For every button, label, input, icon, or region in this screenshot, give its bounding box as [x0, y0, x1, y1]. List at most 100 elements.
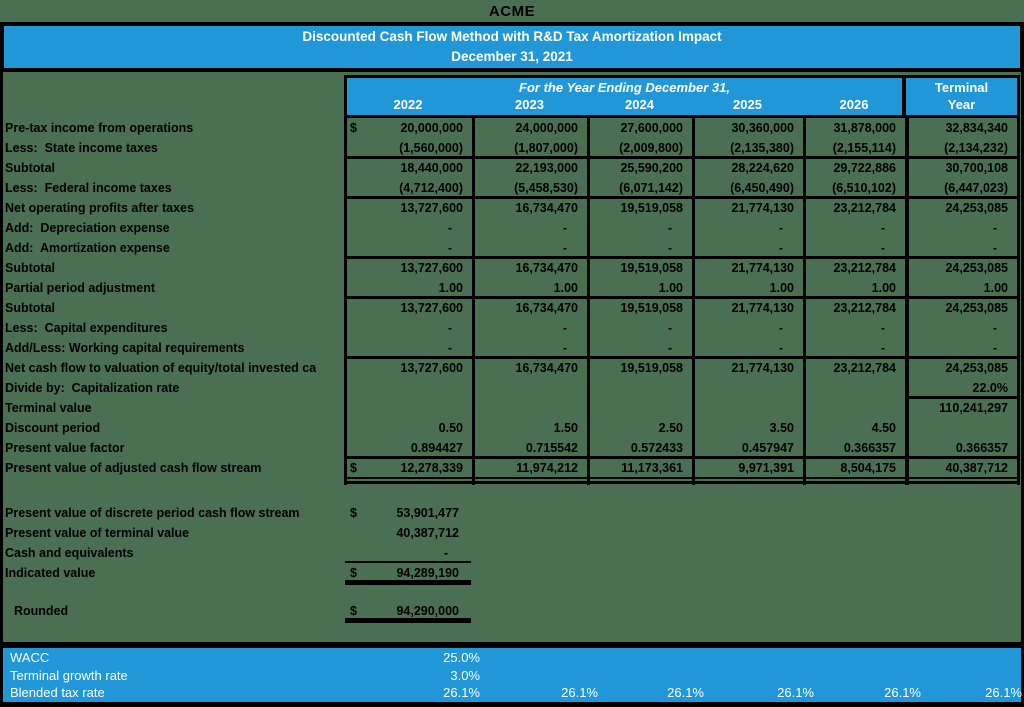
- data-cell: 13,727,600: [400, 361, 463, 375]
- data-cell: (6,071,142): [619, 181, 683, 195]
- data-cell: 1.50: [553, 421, 578, 435]
- row-rule: [344, 256, 1020, 259]
- year-span-header: For the Year Ending December 31,: [519, 80, 730, 95]
- data-cell: 0.366357: [843, 441, 896, 455]
- dollar-sign: $: [350, 461, 357, 475]
- row-rule: [344, 456, 1020, 459]
- data-cell: 40,387,712: [945, 461, 1008, 475]
- data-cell: 30,360,000: [731, 121, 794, 135]
- data-cell: -: [562, 221, 567, 235]
- row-label: Less: Capital expenditures: [5, 321, 168, 335]
- data-cell: 11,173,361: [621, 461, 683, 475]
- row-label: Pre-tax income from operations: [5, 121, 194, 135]
- data-cell: 0.366357: [955, 441, 1008, 455]
- row-label: Present value of adjusted cash flow stre…: [5, 461, 262, 475]
- row-label: Less: Federal income taxes: [5, 181, 172, 195]
- data-cell: 16,734,470: [515, 361, 578, 375]
- data-cell: -: [562, 341, 567, 355]
- table-row: Net cash flow to valuation of equity/tot…: [0, 358, 1024, 378]
- data-cell: 22,193,000: [515, 161, 578, 175]
- data-cell: 32,834,340: [945, 121, 1008, 135]
- column-divider: [803, 118, 806, 485]
- summary-total-rule: [345, 618, 471, 623]
- data-cell: 1.00: [871, 281, 896, 295]
- data-cell: -: [447, 241, 452, 255]
- data-cell: -: [880, 221, 885, 235]
- row-rule: [344, 356, 1020, 359]
- data-cell: 18,440,000: [400, 161, 463, 175]
- column-header-2025: 2025: [733, 97, 762, 112]
- data-cell: 11,974,212: [516, 461, 578, 475]
- column-divider: [472, 118, 475, 485]
- data-cell: 30,700,108: [945, 161, 1008, 175]
- data-cell: -: [992, 341, 997, 355]
- data-cell: -: [447, 321, 452, 335]
- summary-row: Rounded $94,290,000: [0, 601, 1024, 621]
- dollar-sign: $: [350, 566, 357, 580]
- data-cell: 27,600,000: [620, 121, 683, 135]
- row-label: Cash and equivalents: [5, 546, 134, 560]
- table-bottom-rule: [344, 477, 1020, 479]
- row-label: Add: Amortization expense: [5, 241, 170, 255]
- data-cell: -: [778, 221, 783, 235]
- row-label: Present value of terminal value: [5, 526, 190, 540]
- data-cell: -: [667, 241, 672, 255]
- table-row: Present value factor 0.894427 0.715542 0.57…: [0, 438, 1024, 458]
- column-divider: [692, 118, 695, 485]
- table-row: Subtotal 13,727,600 16,734,470 19,519,058 21…: [0, 298, 1024, 318]
- data-cell: (2,009,800): [619, 141, 683, 155]
- column-header-2023: 2023: [515, 97, 544, 112]
- data-cell: -: [447, 341, 452, 355]
- data-cell: (6,510,102): [832, 181, 896, 195]
- column-divider: [344, 118, 347, 485]
- table-row: Present value of adjusted cash flow stre…: [0, 458, 1024, 478]
- row-label: Partial period adjustment: [5, 281, 156, 295]
- data-cell: 0.715542: [525, 441, 578, 455]
- data-cell: -: [778, 321, 783, 335]
- table-row: Less: State income taxes (1,560,000) (1,80…: [0, 138, 1024, 158]
- row-label: Indicated value: [5, 566, 96, 580]
- data-cell: 22.0%: [972, 381, 1008, 395]
- summary-value: 94,290,000: [396, 604, 459, 618]
- summary-row: Present value of discrete period cash fl…: [0, 503, 1024, 523]
- data-cell: -: [880, 321, 885, 335]
- data-cell: 13,727,600: [400, 261, 463, 275]
- summary-value: -: [443, 546, 448, 560]
- schedule-title-bar: [4, 26, 1020, 68]
- table-row: Discount period 0.50 1.50 2.50 3.50 4.50: [0, 418, 1024, 438]
- row-label: Less: State income taxes: [5, 141, 158, 155]
- row-label: Subtotal: [5, 261, 55, 275]
- table-row: Subtotal 13,727,600 16,734,470 19,519,058 21…: [0, 258, 1024, 278]
- row-label: Rounded: [14, 604, 69, 618]
- schedule-title: Discounted Cash Flow Method with R&D Tax…: [302, 29, 722, 44]
- row-rule: [344, 296, 1020, 299]
- data-cell: 1.00: [658, 281, 683, 295]
- valuation-date: December 31, 2021: [451, 49, 573, 64]
- data-cell: (2,134,232): [944, 141, 1008, 155]
- row-label: Present value of discrete period cash fl…: [5, 506, 300, 520]
- data-cell: 1.00: [983, 281, 1008, 295]
- data-cell: 19,519,058: [620, 261, 683, 275]
- data-cell: 16,734,470: [515, 201, 578, 215]
- terminal-header-line1: Terminal: [934, 80, 989, 95]
- data-cell: (2,135,380): [730, 141, 794, 155]
- summary-row: Present value of terminal value 40,387,71…: [0, 523, 1024, 543]
- data-cell: 0.50: [438, 421, 463, 435]
- data-cell: 9,971,391: [738, 461, 794, 475]
- assumption-value: 26.1%: [985, 685, 1022, 700]
- row-label: Add: Depreciation expense: [5, 221, 170, 235]
- row-label: Net cash flow to valuation of equity/tot…: [5, 361, 317, 375]
- data-cell: 29,722,886: [833, 161, 896, 175]
- assumption-row: Terminal growth rate 3.0%: [0, 667, 1024, 684]
- row-label: Subtotal: [5, 301, 55, 315]
- column-divider: [587, 118, 590, 485]
- data-cell: -: [992, 221, 997, 235]
- table-body: Pre-tax income from operations $20,000,00…: [0, 118, 1024, 486]
- table-bottom-rule: [344, 481, 1020, 484]
- assumption-label: Terminal growth rate: [10, 667, 128, 683]
- data-cell: (4,712,400): [399, 181, 463, 195]
- row-rule: [344, 196, 1020, 199]
- data-cell: -: [880, 241, 885, 255]
- left-border: [0, 72, 3, 707]
- column-header-2024: 2024: [625, 97, 654, 112]
